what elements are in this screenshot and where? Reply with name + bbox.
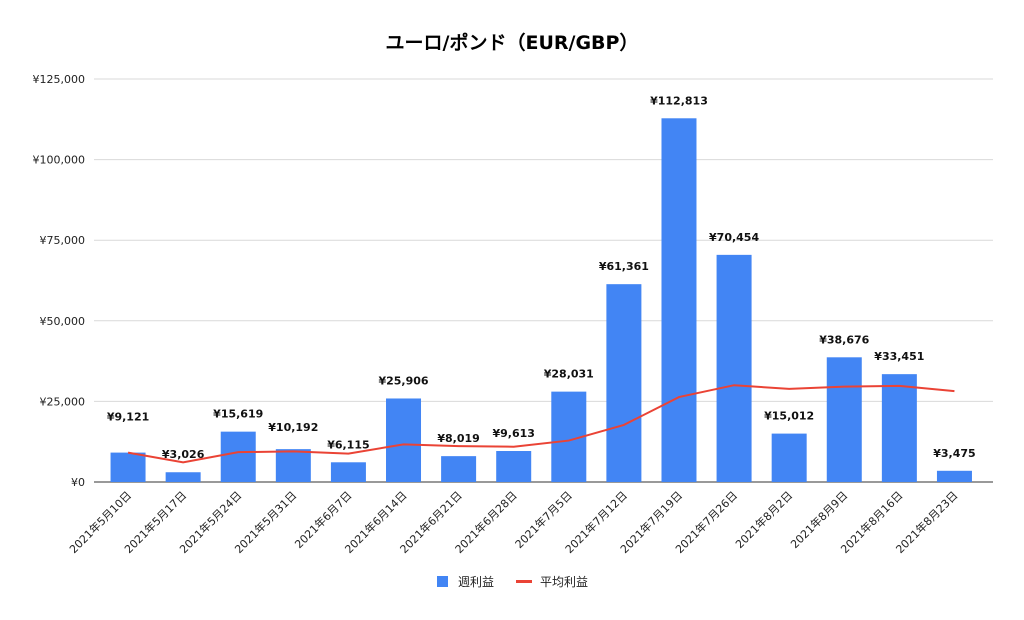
y-tick-label: ¥0 <box>71 476 85 489</box>
x-tick-label: 2021年8月2日 <box>732 488 795 551</box>
data-label: ¥38,676 <box>819 333 869 346</box>
x-tick-label: 2021年7月5日 <box>512 488 575 551</box>
data-label: ¥3,026 <box>162 448 205 461</box>
y-tick-label: ¥100,000 <box>33 154 86 167</box>
data-label: ¥6,115 <box>327 438 369 451</box>
bar <box>496 451 532 482</box>
bar <box>661 118 697 482</box>
bar <box>165 472 201 482</box>
data-label: ¥33,451 <box>874 350 924 363</box>
legend: 週利益 平均利益 <box>437 575 588 589</box>
data-label: ¥15,012 <box>764 410 814 423</box>
average-line <box>127 384 955 464</box>
bar <box>275 449 311 482</box>
data-label: ¥28,031 <box>544 368 594 381</box>
bar <box>386 398 422 482</box>
data-label: ¥9,613 <box>492 427 534 440</box>
bar <box>330 462 366 482</box>
bar <box>936 470 972 482</box>
y-tick-label: ¥50,000 <box>40 315 86 328</box>
bar <box>441 456 477 482</box>
bar <box>826 357 862 482</box>
legend-label-line: 平均利益 <box>540 575 588 589</box>
bar <box>716 254 752 482</box>
x-tick-label: 2021年6月7日 <box>292 488 355 551</box>
data-label: ¥70,454 <box>709 231 759 244</box>
bar <box>606 284 642 482</box>
data-label: ¥61,361 <box>599 260 649 273</box>
y-tick-label: ¥75,000 <box>40 234 86 247</box>
bar <box>110 452 146 482</box>
data-label: ¥3,475 <box>933 447 975 460</box>
data-label: ¥9,121 <box>107 411 149 424</box>
x-tick-label: 2021年8月9日 <box>787 488 850 551</box>
legend-swatch-line <box>516 580 532 583</box>
data-label: ¥8,019 <box>437 432 479 445</box>
bar <box>220 431 256 482</box>
chart-title: ユーロ/ポンド（EUR/GBP） <box>386 31 639 54</box>
data-label: ¥15,619 <box>213 408 263 421</box>
y-tick-label: ¥125,000 <box>33 73 86 86</box>
bar <box>771 433 807 482</box>
legend-swatch-bar <box>437 576 448 587</box>
bar <box>881 374 917 482</box>
data-label: ¥25,906 <box>378 374 428 387</box>
data-label: ¥10,192 <box>268 421 318 434</box>
data-label: ¥112,813 <box>650 94 708 107</box>
y-tick-label: ¥25,000 <box>40 395 86 408</box>
legend-label-bar: 週利益 <box>458 575 494 589</box>
